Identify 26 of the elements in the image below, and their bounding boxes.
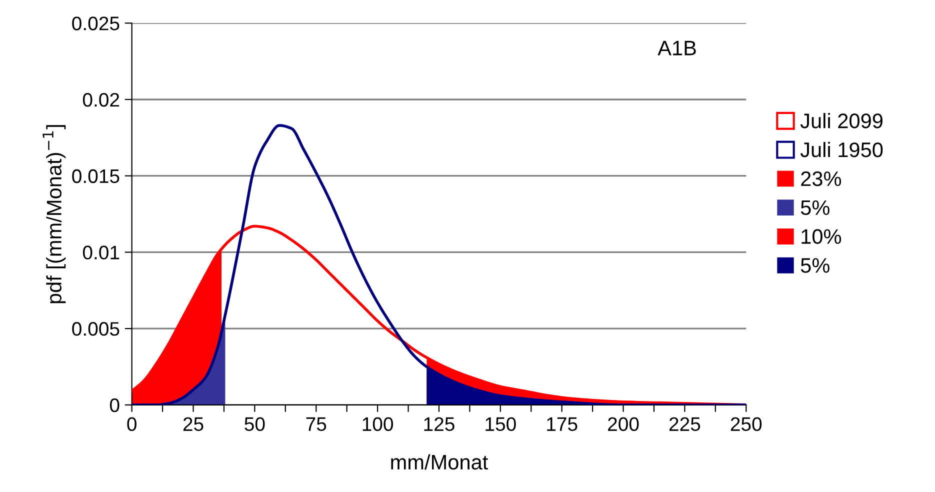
x-tick-label: 125 xyxy=(424,417,454,432)
y-tick-label: 0.02 xyxy=(82,92,120,107)
y-axis-title: pdf [(mm/Monat)$^{−1}$] xyxy=(42,125,66,304)
x-tick-label: 25 xyxy=(183,417,204,432)
x-tick-label: 50 xyxy=(244,417,265,432)
x-tick-label: 200 xyxy=(608,417,639,432)
y-tick-label: 0.015 xyxy=(72,169,120,184)
legend-label: Juli 1950 xyxy=(800,142,883,158)
legend-label: 5% xyxy=(800,200,830,216)
legend-label: 5% xyxy=(800,258,830,273)
x-tick-label: 75 xyxy=(306,417,326,432)
legend-label: 23% xyxy=(801,171,842,186)
legend-label: 10% xyxy=(802,229,842,244)
x-tick-label: 100 xyxy=(362,417,394,432)
x-tick-label: 250 xyxy=(730,417,762,432)
y-tick-label: 0.005 xyxy=(72,322,120,336)
x-tick-label: 150 xyxy=(486,417,516,432)
x-tick-label: 225 xyxy=(669,417,700,432)
y-tick-label: 0.025 xyxy=(72,16,120,30)
x-tick-label: 0 xyxy=(127,417,136,432)
y-tick-label: 0 xyxy=(110,398,120,412)
y-tick-label: 0.01 xyxy=(82,246,120,260)
legend-label: Juli 2099 xyxy=(800,113,882,128)
x-axis-title: mm/Monat xyxy=(391,454,488,470)
x-tick-label: 175 xyxy=(547,417,578,432)
annotation: A1B xyxy=(658,40,696,56)
